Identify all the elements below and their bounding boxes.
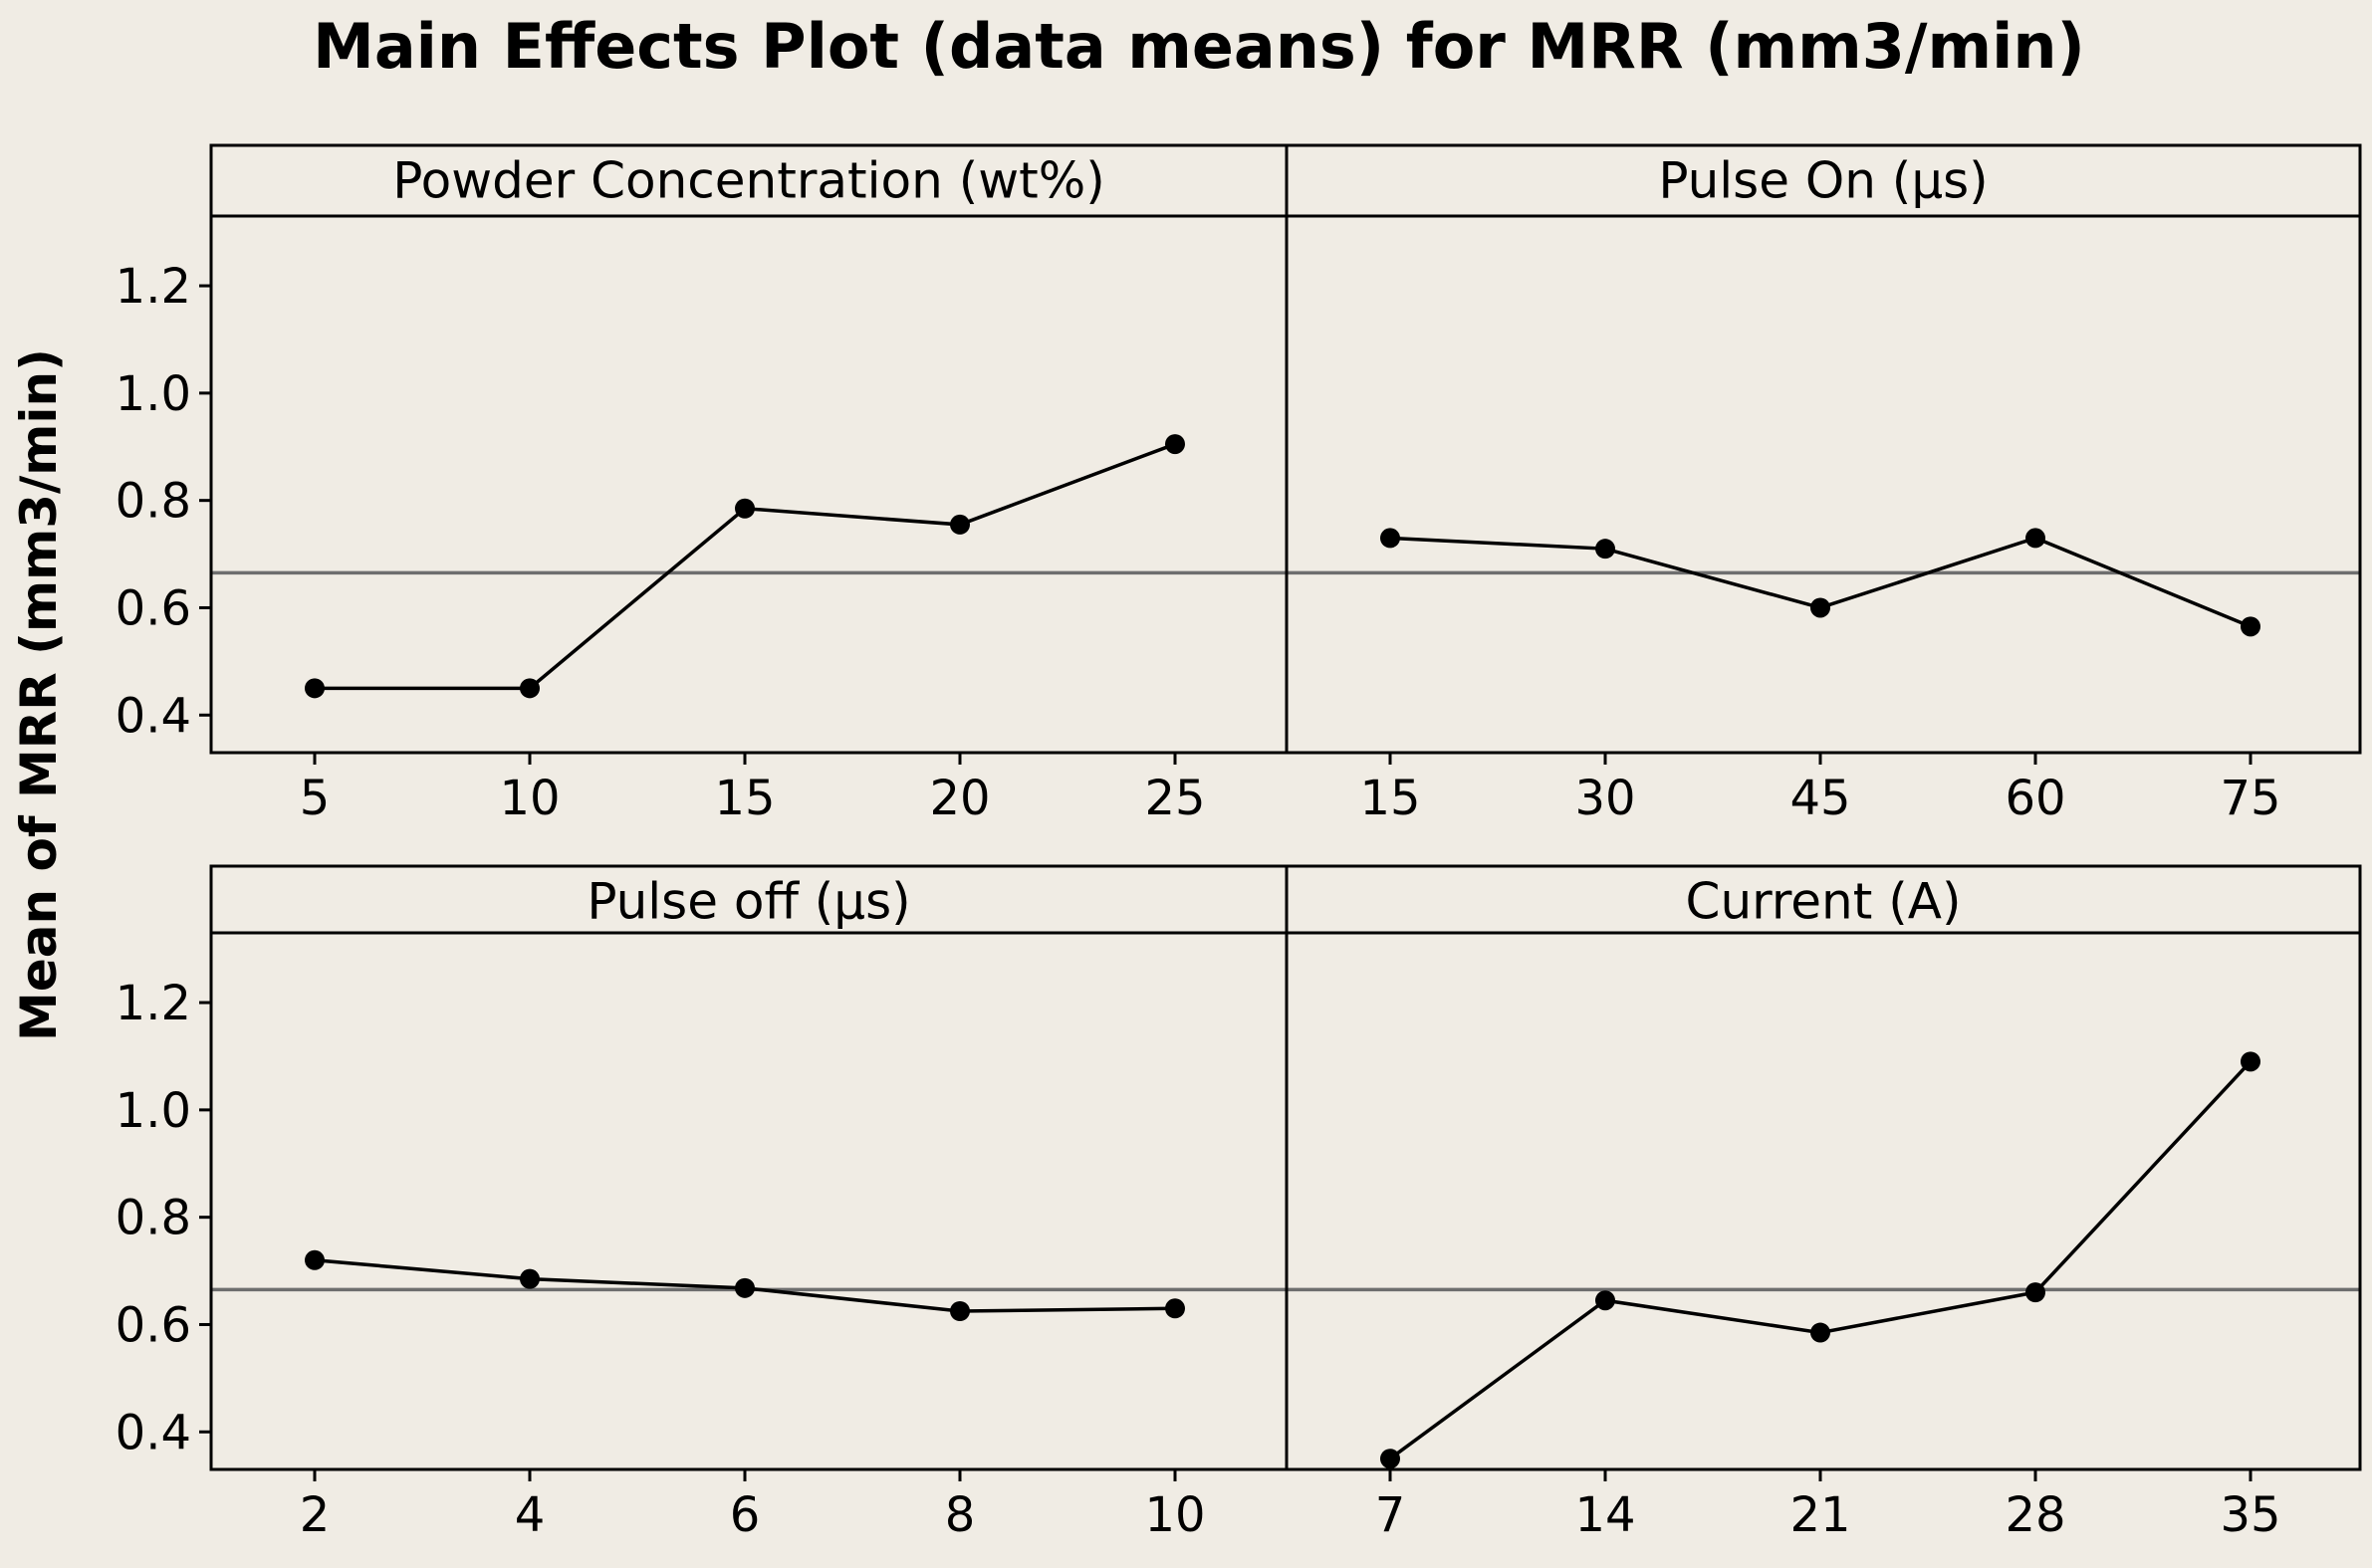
- chart-title: Main Effects Plot (data means) for MRR (…: [313, 10, 2085, 83]
- panel-title-powder-concentration-wt: Powder Concentration (wt%): [392, 152, 1104, 210]
- data-point: [1380, 528, 1400, 549]
- x-tick-label: 10: [499, 771, 560, 826]
- data-point: [735, 1277, 755, 1298]
- y-tick-label: 1.2: [116, 259, 191, 315]
- x-tick-label: 35: [2220, 1487, 2280, 1543]
- x-tick-label: 8: [945, 1487, 976, 1543]
- data-point: [1595, 539, 1615, 560]
- data-point: [1380, 1449, 1400, 1469]
- series-line-powder-concentration-wt: [315, 442, 1176, 691]
- y-tick-label: 0.4: [116, 688, 191, 744]
- data-point: [520, 1268, 540, 1289]
- x-tick-label: 20: [929, 771, 990, 826]
- x-tick-label: 7: [1375, 1487, 1406, 1543]
- y-tick-label: 1.0: [116, 1083, 191, 1139]
- x-tick-label: 2: [300, 1487, 331, 1543]
- x-tick-label: 10: [1144, 1487, 1205, 1543]
- x-tick-label: 30: [1574, 771, 1635, 826]
- y-axis-label: Mean of MRR (mm3/min): [10, 348, 68, 1041]
- y-tick-label: 0.8: [116, 1191, 191, 1246]
- y-tick-label: 0.6: [116, 580, 191, 636]
- data-point: [2241, 1051, 2260, 1072]
- x-tick-label: 4: [515, 1487, 546, 1543]
- data-point: [950, 514, 970, 535]
- data-point: [1165, 1298, 1185, 1319]
- x-tick-label: 60: [2005, 771, 2065, 826]
- x-tick-label: 14: [1574, 1487, 1635, 1543]
- x-tick-label: 75: [2220, 771, 2280, 826]
- x-tick-label: 21: [1789, 1487, 1850, 1543]
- data-point: [2241, 616, 2260, 637]
- x-tick-label: 15: [1359, 771, 1420, 826]
- x-tick-label: 15: [714, 771, 775, 826]
- x-tick-label: 6: [730, 1487, 761, 1543]
- data-point: [1810, 597, 1830, 618]
- data-point: [305, 1249, 325, 1270]
- y-tick-label: 1.2: [116, 976, 191, 1031]
- data-point: [2025, 528, 2045, 549]
- panel-title-current-a: Current (A): [1686, 873, 1962, 931]
- series-line-current-a: [1388, 1060, 2253, 1460]
- data-point: [1810, 1322, 1830, 1343]
- y-tick-label: 1.0: [116, 366, 191, 422]
- data-point: [1595, 1290, 1615, 1311]
- panel-title-pulse-on-s: Pulse On (µs): [1658, 152, 1988, 210]
- data-point: [735, 498, 755, 519]
- x-tick-label: 25: [1144, 771, 1205, 826]
- plot-area: 0.4 0.6 0.8 1.0 1.2 Powder Concentration (wt%…: [116, 143, 2362, 1543]
- data-point: [1165, 434, 1185, 455]
- x-tick-label: 45: [1789, 771, 1850, 826]
- x-tick-label: 5: [300, 771, 331, 826]
- y-tick-label: 0.6: [116, 1297, 191, 1353]
- y-tick-label: 0.8: [116, 474, 191, 530]
- panel-title-pulse-off-s: Pulse off (µs): [587, 873, 910, 931]
- y-tick-label: 0.4: [116, 1405, 191, 1460]
- x-tick-label: 28: [2005, 1487, 2065, 1543]
- data-point: [950, 1300, 970, 1321]
- data-point: [520, 678, 540, 699]
- data-point: [2025, 1282, 2045, 1303]
- data-point: [305, 678, 325, 699]
